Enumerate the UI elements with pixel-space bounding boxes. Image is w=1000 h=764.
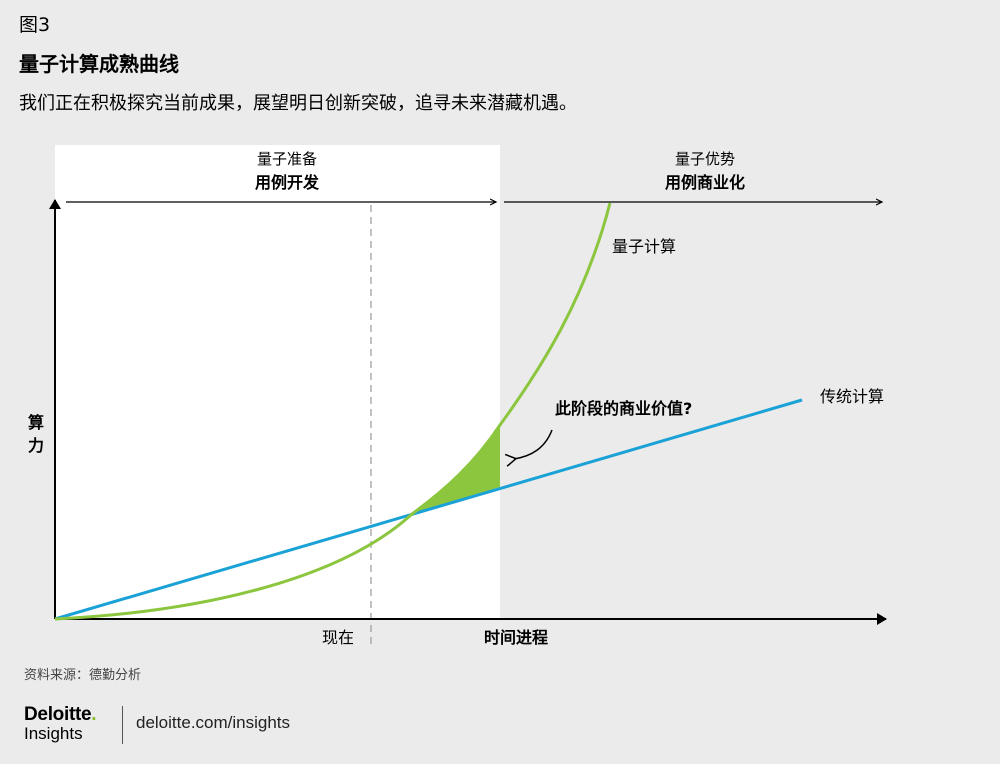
brand-url-link[interactable]: deloitte.com/insights xyxy=(136,713,291,732)
y-axis-label-line1: 算 xyxy=(28,413,44,432)
quantum-series-label: 量子计算 xyxy=(612,237,676,256)
figure-subtitle: 我们正在积极探究当前成果，展望明日创新突破，追寻未来潜藏机遇。 xyxy=(19,93,577,114)
phase-1-sublabel: 用例开发 xyxy=(255,173,320,192)
phase-2-sublabel: 用例商业化 xyxy=(665,173,745,192)
figure-label: 图3 xyxy=(19,14,51,36)
brand-name: Deloitte xyxy=(24,704,92,725)
y-axis-label-line2: 力 xyxy=(28,436,44,455)
deloitte-logo: Deloitte. Insights xyxy=(24,704,97,743)
phase-1-label: 量子准备 xyxy=(257,150,317,168)
annotation-arrow xyxy=(504,429,553,467)
business-value-shaded-area xyxy=(412,425,500,514)
business-value-annotation: 此阶段的商业价值? xyxy=(555,399,692,418)
brand-divider xyxy=(122,706,123,744)
brand-sub: Insights xyxy=(24,724,83,743)
x-tick-now: 现在 xyxy=(322,628,354,647)
figure-title: 量子计算成熟曲线 xyxy=(19,52,179,76)
classical-series-label: 传统计算 xyxy=(820,387,884,406)
classical-computing-line xyxy=(54,398,803,621)
quantum-computing-curve xyxy=(54,202,612,621)
quantum-ready-phase-panel xyxy=(55,145,500,618)
phase-2-label: 量子优势 xyxy=(675,150,735,168)
x-axis-label: 时间进程 xyxy=(484,628,548,647)
brand-dot: . xyxy=(91,704,97,725)
source-note: 资料来源：德勤分析 xyxy=(24,668,142,683)
